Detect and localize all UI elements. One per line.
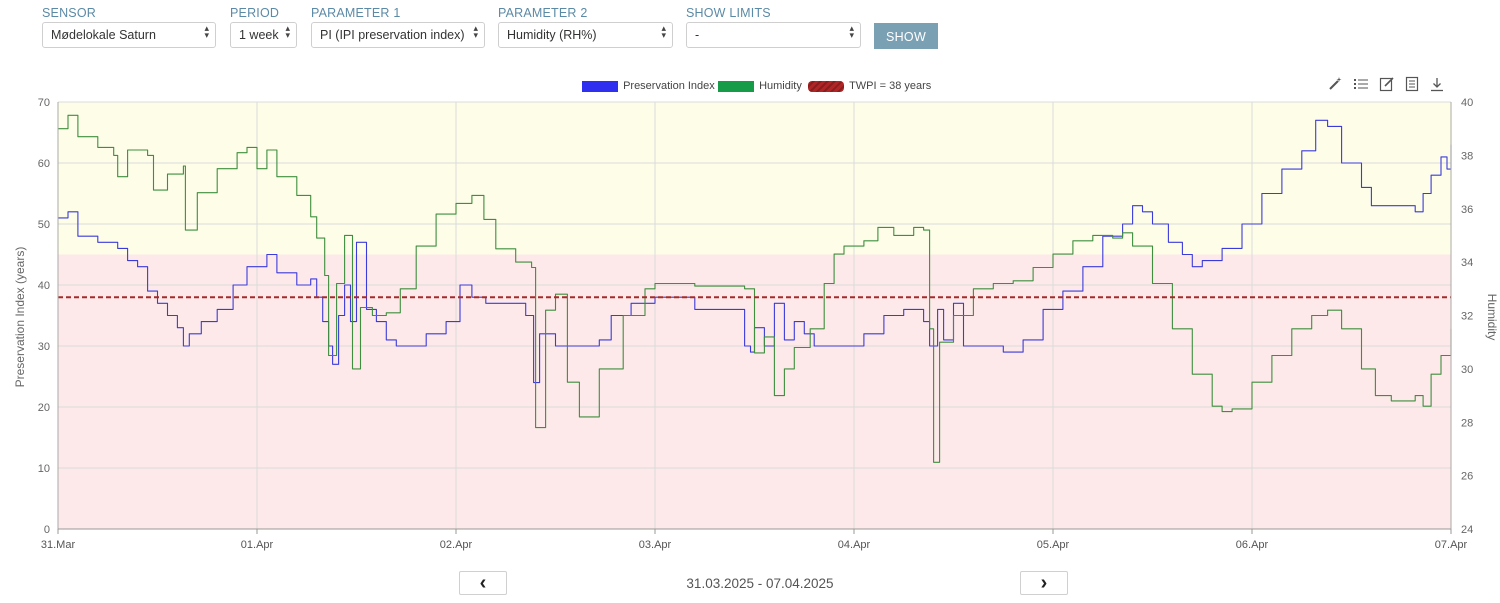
chevron-left-icon: ‹ [479,572,487,594]
x-tick-label: 07.Apr [1435,539,1468,551]
right-tick-label: 24 [1461,524,1473,536]
list-icon[interactable] [1353,76,1369,92]
next-period-button[interactable]: › [1020,571,1068,595]
legend-label-twpi: TWPI = 38 years [849,80,932,93]
x-tick-label: 01.Apr [241,539,274,551]
right-tick-label: 32 [1461,311,1473,323]
legend-label-pi: Preservation Index [623,80,715,93]
x-tick-label: 05.Apr [1037,539,1070,551]
show-button[interactable]: SHOW [874,23,938,49]
sensor-label: SENSOR [42,6,96,20]
left-axis-title: Preservation Index (years) [13,246,27,388]
legend-label-humidity: Humidity [759,80,802,93]
left-tick-label: 40 [38,280,50,292]
left-tick-label: 70 [38,97,50,109]
left-tick-label: 30 [38,341,50,353]
limits-select[interactable]: - ▴ ▾ [686,22,861,48]
magic-wand-icon[interactable] [1327,76,1343,92]
legend-item-humidity[interactable]: Humidity [718,80,802,92]
select-arrows-icon: ▴ ▾ [204,23,209,40]
limits-value: - [695,28,700,42]
param2-label: PARAMETER 2 [498,6,588,20]
download-icon[interactable] [1429,76,1445,92]
chevron-right-icon: › [1040,572,1048,594]
right-tick-label: 36 [1461,204,1473,216]
document-icon[interactable] [1404,76,1420,92]
param2-select[interactable]: Humidity (RH%) ▴ ▾ [498,22,673,48]
select-arrows-icon: ▴ ▾ [661,23,666,40]
param2-value: Humidity (RH%) [507,28,597,42]
legend-swatch-twpi [808,80,844,92]
right-tick-label: 30 [1461,364,1473,376]
limit-zone-0 [58,102,1451,255]
select-arrows-icon: ▴ ▾ [285,23,290,40]
x-tick-label: 06.Apr [1236,539,1269,551]
right-tick-label: 34 [1461,257,1473,269]
prev-period-button[interactable]: ‹ [459,571,507,595]
x-tick-label: 03.Apr [639,539,672,551]
select-arrows-icon: ▴ ▾ [473,23,478,40]
x-tick-label: 04.Apr [838,539,871,551]
legend-swatch-humidity [718,80,754,92]
left-tick-label: 10 [38,463,50,475]
right-tick-label: 40 [1461,97,1473,109]
right-tick-label: 38 [1461,150,1473,162]
left-tick-label: 50 [38,219,50,231]
legend-item-pi[interactable]: Preservation Index [582,80,715,92]
limits-label: SHOW LIMITS [686,6,771,20]
period-label: PERIOD [230,6,280,20]
date-range: 31.03.2025 - 07.04.2025 [686,576,834,591]
x-tick-label: 31.Mar [41,539,76,551]
right-tick-label: 28 [1461,417,1473,429]
x-tick-label: 02.Apr [440,539,473,551]
left-tick-label: 20 [38,402,50,414]
legend-swatch-pi [582,80,618,92]
left-tick-label: 60 [38,158,50,170]
series-line-humidity [58,114,1452,463]
param1-label: PARAMETER 1 [311,6,401,20]
sensor-value: Mødelokale Saturn [51,28,156,42]
limit-zone-1 [58,254,1451,529]
edit-icon[interactable] [1379,76,1395,92]
legend-item-twpi[interactable]: TWPI = 38 years [808,80,931,92]
period-select[interactable]: 1 week ▴ ▾ [230,22,297,48]
right-tick-label: 26 [1461,471,1473,483]
series-line-preservation-index [58,119,1452,384]
sensor-select[interactable]: Mødelokale Saturn ▴ ▾ [42,22,216,48]
param1-select[interactable]: PI (IPI preservation index) ▴ ▾ [311,22,485,48]
select-arrows-icon: ▴ ▾ [849,23,854,40]
period-value: 1 week [239,28,279,42]
param1-value: PI (IPI preservation index) [320,28,465,42]
left-tick-label: 0 [44,524,50,536]
right-axis-title: Humidity [1485,293,1499,341]
